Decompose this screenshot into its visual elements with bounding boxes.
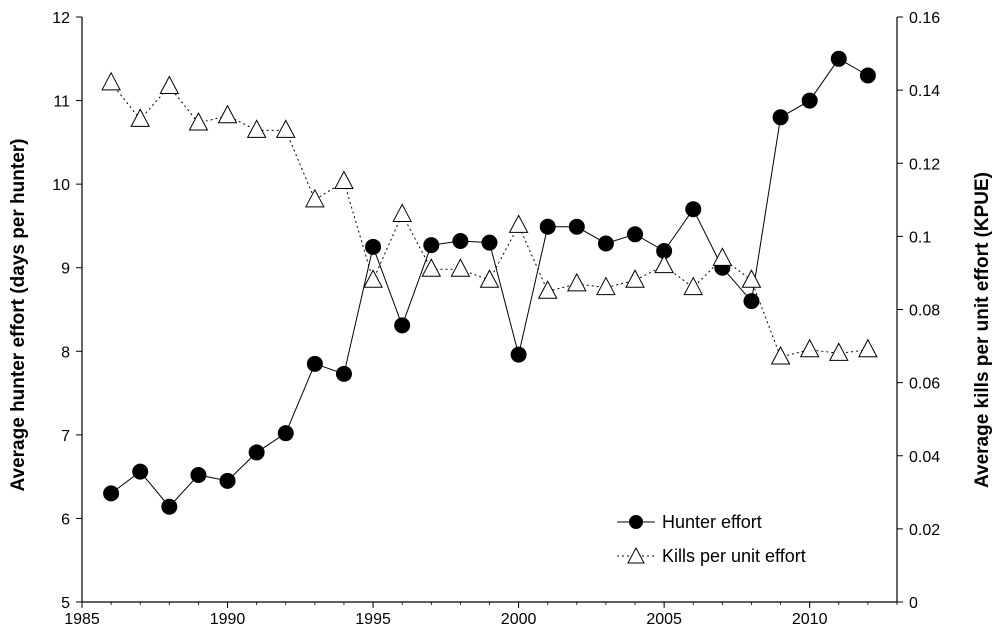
data-point-kpue — [450, 258, 471, 277]
y-left-tick-label: 5 — [61, 595, 70, 612]
data-point-hunter-effort — [219, 472, 236, 489]
x-tick-label: 2005 — [646, 611, 682, 628]
data-point-hunter-effort — [568, 218, 585, 235]
data-point-kpue — [596, 276, 616, 296]
x-tick-label: 1985 — [64, 611, 100, 628]
data-point-kpue — [566, 272, 587, 292]
data-point-kpue — [246, 119, 267, 138]
data-point-kpue — [334, 170, 354, 190]
data-point-kpue — [217, 104, 238, 124]
data-point-kpue — [712, 247, 733, 266]
data-point-hunter-effort — [248, 444, 265, 461]
legend-item-hunter-effort: Hunter effort — [617, 512, 762, 532]
data-point-hunter-effort — [859, 67, 876, 84]
y-left-tick-label: 11 — [53, 94, 70, 111]
data-point-hunter-effort — [306, 355, 323, 372]
legend-label-hunter-effort: Hunter effort — [662, 512, 762, 532]
series-line-kpue — [110, 82, 868, 358]
data-point-hunter-effort — [103, 485, 120, 502]
data-point-kpue — [188, 111, 209, 131]
data-point-hunter-effort — [510, 346, 527, 363]
y-axis-left-title: Average hunter effort (days per hunter) — [8, 139, 29, 492]
data-point-hunter-effort — [656, 243, 673, 259]
data-point-hunter-effort — [190, 466, 207, 483]
y-right-tick-label: 0.02 — [909, 522, 940, 539]
data-point-hunter-effort — [801, 92, 818, 109]
data-point-hunter-effort — [772, 109, 789, 126]
legend-item-kpue: Kills per unit effort — [617, 546, 806, 566]
data-point-kpue — [654, 254, 674, 274]
data-point-kpue — [537, 280, 558, 299]
data-point-hunter-effort — [132, 463, 149, 480]
data-point-hunter-effort — [627, 226, 644, 243]
x-tick-label: 2000 — [501, 611, 537, 628]
data-point-kpue — [508, 214, 529, 233]
data-point-kpue — [101, 71, 121, 91]
data-point-hunter-effort — [161, 498, 178, 515]
data-point-hunter-effort — [452, 232, 469, 249]
data-point-kpue — [741, 269, 762, 288]
legend: Hunter effort Kills per unit effort — [617, 512, 806, 566]
y-right-tick-label: 0.16 — [909, 10, 940, 27]
x-tick-label: 1995 — [355, 611, 391, 628]
legend-marker-kpue — [627, 546, 645, 564]
data-point-hunter-effort — [830, 50, 847, 67]
data-point-kpue — [130, 108, 151, 127]
y-left-tick-label: 12 — [52, 10, 70, 27]
data-point-hunter-effort — [423, 237, 440, 254]
data-point-kpue — [392, 203, 413, 222]
y-right-tick-label: 0.12 — [909, 156, 940, 173]
data-point-hunter-effort — [277, 425, 294, 442]
data-point-kpue — [159, 75, 180, 94]
data-point-hunter-effort — [685, 201, 702, 218]
data-point-kpue — [479, 269, 500, 288]
y-right-tick-label: 0.06 — [909, 376, 940, 393]
y-right-tick-label: 0 — [909, 595, 918, 612]
chart-series — [101, 50, 878, 515]
y-axis-right-title: Average kills per unit effort (KPUE) — [972, 172, 993, 488]
y-left-tick-label: 9 — [61, 261, 70, 278]
data-point-kpue — [421, 258, 442, 277]
data-point-kpue — [799, 338, 820, 358]
chart-ticks: 1985 1990 1995 2000 2005 2010 5 6 7 8 9 10 11 12 0 0.02… — [52, 10, 940, 628]
data-point-hunter-effort — [539, 218, 556, 235]
data-point-kpue — [858, 338, 878, 358]
data-point-kpue — [363, 269, 383, 288]
data-point-kpue — [305, 188, 325, 208]
x-tick-label: 2010 — [792, 611, 828, 628]
y-left-tick-label: 6 — [61, 511, 70, 528]
y-right-tick-label: 0.1 — [909, 229, 931, 246]
data-point-kpue — [770, 345, 791, 365]
data-point-hunter-effort — [481, 234, 498, 251]
data-point-hunter-effort — [597, 235, 614, 252]
data-point-kpue — [683, 276, 704, 296]
data-point-hunter-effort — [365, 238, 382, 255]
y-left-tick-label: 7 — [61, 428, 70, 445]
y-left-tick-label: 10 — [52, 177, 70, 194]
y-left-tick-label: 8 — [61, 344, 70, 361]
data-point-kpue — [828, 342, 849, 361]
y-right-tick-label: 0.04 — [909, 449, 940, 466]
data-point-kpue — [625, 269, 645, 288]
y-right-tick-label: 0.14 — [909, 83, 940, 100]
data-point-hunter-effort — [743, 293, 760, 310]
x-tick-label: 1990 — [210, 611, 246, 628]
y-right-tick-label: 0.08 — [909, 303, 940, 320]
data-point-hunter-effort — [335, 365, 352, 382]
legend-marker-hunter-effort — [629, 515, 643, 529]
chart-axes — [81, 17, 898, 603]
data-point-kpue — [275, 119, 296, 138]
legend-label-kpue: Kills per unit effort — [662, 546, 806, 566]
data-point-hunter-effort — [394, 317, 411, 334]
